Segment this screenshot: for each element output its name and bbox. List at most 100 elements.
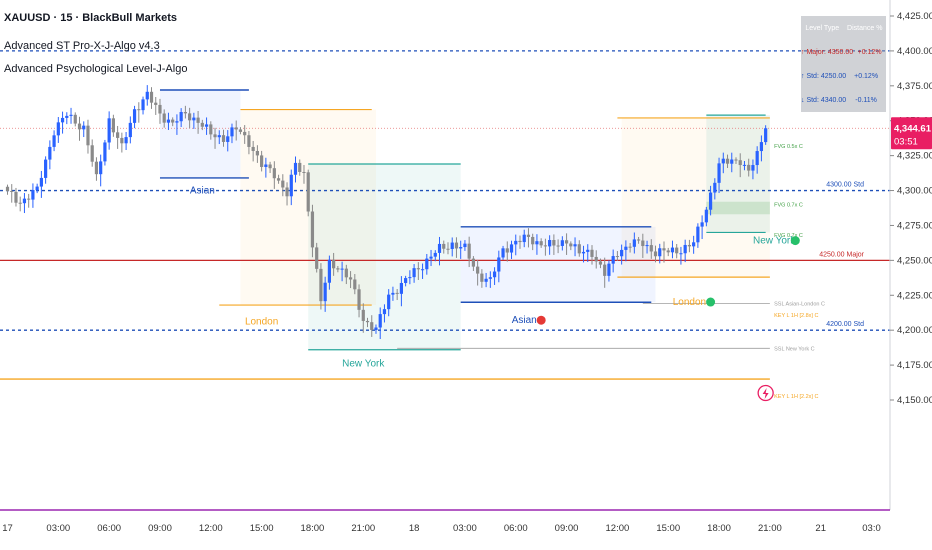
time-tick-label: 06:00 bbox=[97, 523, 121, 534]
candle-body bbox=[556, 245, 560, 247]
level-distance: -0.11% bbox=[855, 96, 877, 104]
candle-body bbox=[501, 248, 505, 258]
time-tick-label: 18 bbox=[409, 523, 420, 534]
candle-body bbox=[590, 249, 594, 257]
candle-body bbox=[77, 123, 82, 130]
candle-body bbox=[332, 259, 336, 269]
level-label: 4250.00 Major bbox=[819, 251, 864, 258]
candle-body bbox=[387, 294, 391, 310]
candle-body bbox=[18, 202, 22, 204]
candle-body bbox=[361, 309, 365, 321]
candle-body bbox=[39, 177, 43, 187]
session-label: London bbox=[673, 297, 706, 308]
candle-body bbox=[522, 234, 526, 243]
candle-body bbox=[404, 278, 408, 283]
session-marker bbox=[706, 297, 716, 307]
candle-body bbox=[395, 292, 399, 294]
candle-body bbox=[641, 240, 645, 247]
time-tick-label: 15:00 bbox=[250, 523, 274, 534]
candle-body bbox=[260, 155, 264, 167]
candle-body bbox=[374, 327, 378, 330]
candle-body bbox=[171, 119, 175, 123]
price-tick-label: 4,225.00 bbox=[897, 290, 932, 301]
candle-body bbox=[683, 244, 687, 254]
candle-body bbox=[662, 248, 666, 251]
candle-body bbox=[31, 190, 35, 200]
candle-body bbox=[708, 192, 713, 210]
candle-body bbox=[687, 244, 692, 247]
candle-body bbox=[344, 268, 348, 278]
candle-body bbox=[272, 168, 276, 179]
price-tick-label: 4,275.00 bbox=[897, 220, 932, 231]
candle-body bbox=[188, 113, 192, 121]
candle-body bbox=[484, 278, 488, 282]
bar-countdown: 03:51 bbox=[894, 136, 918, 147]
candle-body bbox=[742, 164, 747, 166]
zone-label: KEY L 1H [2.8x] C bbox=[774, 313, 818, 319]
time-tick-label: 18:00 bbox=[301, 523, 325, 534]
candle-body bbox=[492, 271, 497, 278]
candle-body bbox=[713, 182, 717, 193]
london-session-box bbox=[621, 117, 770, 278]
candle-body bbox=[145, 91, 149, 100]
candle-body bbox=[52, 135, 56, 147]
candle-body bbox=[666, 250, 670, 253]
candle-body bbox=[717, 163, 721, 183]
candle-body bbox=[56, 122, 60, 136]
indicator-2-label[interactable]: Advanced Psychological Level-J-Algo bbox=[4, 63, 188, 75]
candle-body bbox=[543, 245, 548, 247]
time-tick-label: 21:00 bbox=[351, 523, 375, 534]
candle-body bbox=[357, 289, 361, 310]
candle-body bbox=[14, 191, 18, 203]
candle-body bbox=[412, 268, 416, 278]
candle-body bbox=[636, 239, 641, 241]
candle-body bbox=[268, 164, 272, 169]
candle-body bbox=[141, 99, 145, 111]
candle-body bbox=[137, 109, 141, 111]
candle-body bbox=[725, 158, 730, 164]
candle-body bbox=[289, 174, 293, 197]
candle-body bbox=[179, 112, 183, 122]
candle-body bbox=[416, 268, 420, 270]
candle-body bbox=[192, 117, 196, 121]
candle-body bbox=[382, 309, 387, 315]
candle-body bbox=[149, 91, 154, 103]
level-type: ↑ Major: 4350.00 bbox=[801, 48, 854, 56]
candle-body bbox=[764, 128, 768, 143]
candle-body bbox=[323, 282, 327, 302]
session-marker bbox=[790, 236, 800, 246]
candle-body bbox=[44, 159, 48, 178]
candle-body bbox=[420, 269, 425, 271]
candle-body bbox=[285, 187, 289, 197]
candle-body bbox=[526, 234, 531, 237]
candle-body bbox=[611, 256, 615, 264]
candle-body bbox=[162, 113, 166, 123]
time-tick-label: 03:0 bbox=[862, 523, 881, 534]
candle-body bbox=[620, 249, 624, 257]
level-table-header: Level Type Distance % bbox=[801, 16, 886, 40]
candle-body bbox=[238, 129, 243, 132]
candle-body bbox=[378, 314, 382, 328]
candle-body bbox=[569, 243, 573, 247]
candle-body bbox=[429, 256, 433, 259]
candle-body bbox=[704, 209, 708, 223]
candle-body bbox=[276, 178, 281, 181]
candle-body bbox=[759, 142, 764, 152]
candle-body bbox=[700, 222, 704, 227]
candle-body bbox=[48, 146, 52, 160]
price-tick-label: 4,425.00 bbox=[897, 11, 932, 22]
indicator-1-label[interactable]: Advanced ST Pro-X-J-Algo v4.3 bbox=[4, 40, 160, 52]
candle-body bbox=[22, 198, 27, 204]
price-tick-label: 4,150.00 bbox=[897, 395, 932, 406]
candle-body bbox=[535, 241, 539, 245]
candle-body bbox=[336, 268, 340, 270]
level-type: ↓ Std: 4340.00 bbox=[801, 96, 847, 104]
chart-title: XAUUSD · 15 · BlackBull Markets bbox=[4, 12, 177, 24]
candle-body bbox=[488, 277, 492, 279]
session-label: New York bbox=[342, 358, 385, 369]
candle-body bbox=[425, 258, 429, 270]
candle-body bbox=[73, 114, 77, 124]
candle-body bbox=[209, 124, 213, 135]
candle-body bbox=[69, 114, 73, 116]
